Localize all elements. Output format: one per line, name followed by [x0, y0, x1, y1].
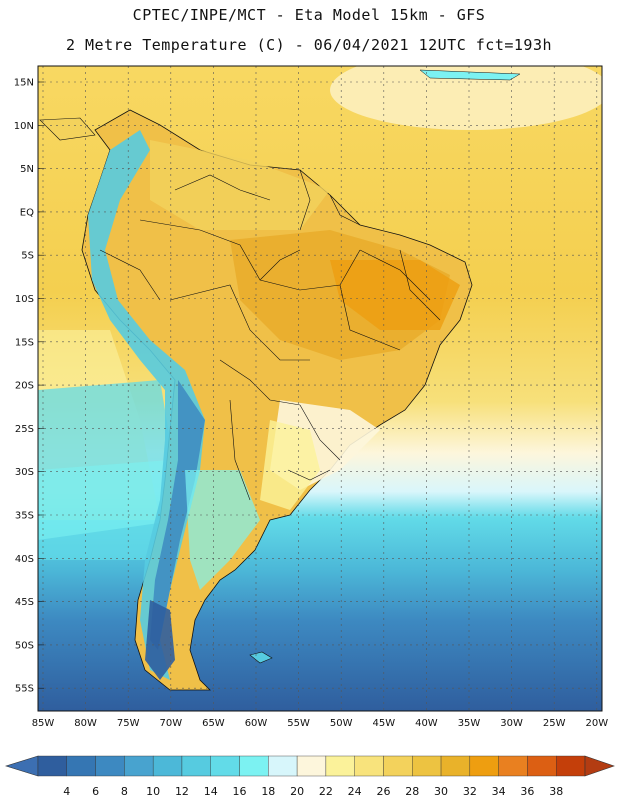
lat-label: 40S	[15, 554, 34, 565]
lon-label: 80W	[74, 718, 97, 729]
colorbar-swatch	[181, 755, 211, 777]
lon-label: 55W	[287, 718, 310, 729]
lat-label: 10N	[14, 121, 34, 132]
lon-label: 50W	[330, 718, 353, 729]
colorbar-tick-label: 14	[204, 785, 218, 798]
colorbar-tick-label: 24	[348, 785, 362, 798]
lat-label: 55S	[15, 684, 34, 695]
colorbar-tick-label: 4	[63, 785, 70, 798]
colorbar-tick-label: 36	[520, 785, 534, 798]
colorbar-swatch	[124, 755, 154, 777]
lat-label: 25S	[15, 424, 34, 435]
lon-label: 85W	[32, 718, 55, 729]
colorbar-swatch	[527, 755, 557, 777]
colorbar-tick-label: 12	[175, 785, 189, 798]
lat-label: 10S	[15, 294, 34, 305]
colorbar-swatch	[383, 755, 413, 777]
map-area	[38, 66, 602, 711]
lon-label: 35W	[458, 718, 481, 729]
colorbar-tick-label: 18	[261, 785, 275, 798]
lon-label: 40W	[415, 718, 438, 729]
colorbar-tick-label: 28	[405, 785, 419, 798]
map-title-line2: 2 Metre Temperature (C) - 06/04/2021 12U…	[65, 36, 553, 54]
colorbar-swatch	[95, 755, 125, 777]
colorbar-tick-label: 38	[549, 785, 563, 798]
colorbar-tick-label: 6	[92, 785, 99, 798]
lon-label: 70W	[159, 718, 182, 729]
colorbar-swatch	[412, 755, 442, 777]
colorbar-high-arrow	[584, 755, 615, 777]
colorbar-tick-label: 34	[492, 785, 506, 798]
longitude-labels: 85W 80W 75W 70W 65W 60W 55W 50W 45W 40W 35W 30W 25W 2…	[32, 718, 609, 729]
colorbar-swatch	[239, 755, 269, 777]
colorbar-tick-label: 16	[233, 785, 247, 798]
lon-label: 75W	[117, 718, 140, 729]
latitude-labels: 15N 10N 5N EQ 5S 10S 15S 20S 25S 30S 35S 40S 45S 50S 5…	[14, 78, 34, 695]
lat-label: 5S	[21, 251, 34, 262]
falkland-islands	[249, 651, 273, 664]
lat-label: 35S	[15, 511, 34, 522]
lon-label: 60W	[245, 718, 268, 729]
lat-label: 5N	[20, 164, 34, 175]
lon-label: 30W	[500, 718, 523, 729]
colorbar: 4 6 8 10 12 14 16 18 20 22 24 26 28 30 32 34 36 38	[4, 755, 615, 798]
colorbar-swatch	[296, 755, 327, 777]
colorbar-swatch	[37, 755, 67, 777]
colorbar-tick-label: 8	[121, 785, 128, 798]
colorbar-swatch	[152, 755, 183, 777]
lat-label: EQ	[20, 207, 34, 218]
lat-lon-grid	[38, 66, 602, 711]
central-america	[39, 117, 96, 141]
colorbar-low-arrow	[4, 755, 39, 777]
lon-label: 25W	[543, 718, 566, 729]
lat-label: 20S	[15, 381, 34, 392]
colorbar-tick-label: 20	[290, 785, 304, 798]
lat-label: 50S	[15, 640, 34, 651]
colorbar-tick-label: 22	[319, 785, 333, 798]
lon-label: 65W	[202, 718, 225, 729]
colorbar-tick-label: 32	[463, 785, 477, 798]
map-title-line1: CPTEC/INPE/MCT - Eta Model 15km - GFS	[132, 6, 486, 24]
country-borders	[99, 169, 441, 501]
lon-label: 20W	[585, 718, 608, 729]
colorbar-swatch	[268, 755, 298, 777]
colorbar-swatch	[498, 755, 528, 777]
lon-label: 45W	[372, 718, 395, 729]
map-frame	[37, 65, 603, 712]
colorbar-swatch	[210, 755, 240, 777]
colorbar-tick-label: 30	[434, 785, 448, 798]
colorbar-swatch	[469, 755, 499, 777]
lat-label: 30S	[15, 467, 34, 478]
colorbar-tick-label: 10	[146, 785, 160, 798]
colorbar-swatch	[354, 755, 384, 777]
colorbar-swatch	[556, 755, 586, 777]
lat-label: 15N	[14, 78, 34, 89]
lat-label: 45S	[15, 597, 34, 608]
lat-label: 15S	[15, 337, 34, 348]
colorbar-tick-label: 26	[376, 785, 390, 798]
colorbar-swatch	[440, 755, 471, 777]
caribbean-islands	[419, 69, 521, 81]
colorbar-swatch	[66, 755, 96, 777]
colorbar-swatch	[325, 755, 355, 777]
